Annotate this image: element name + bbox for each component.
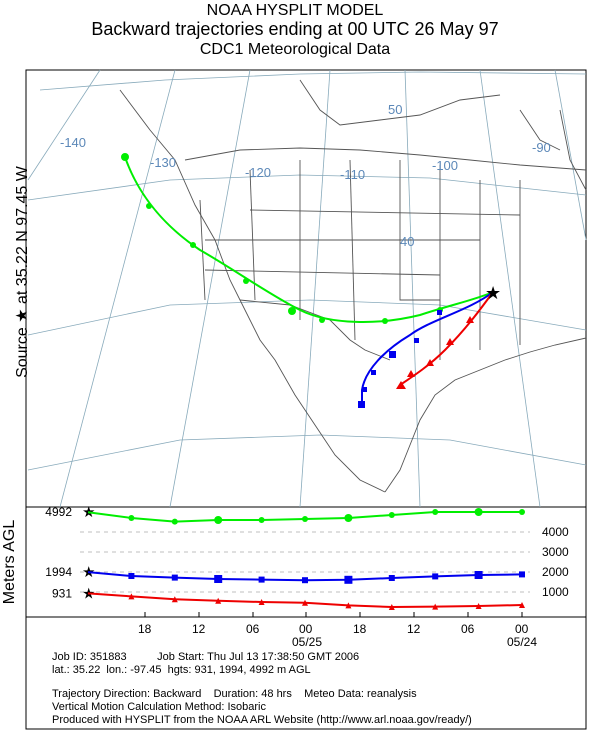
height-point — [258, 576, 265, 583]
height-point — [519, 602, 525, 608]
height-point — [128, 573, 135, 579]
height-point — [302, 599, 308, 606]
height-point — [388, 512, 395, 518]
lat-label: 40 — [400, 234, 414, 249]
lon-label: -100 — [432, 158, 458, 173]
xtick-label: 12 — [407, 622, 421, 636]
height-point — [344, 514, 353, 522]
lon-label: -90 — [532, 140, 551, 155]
height-point — [128, 515, 135, 521]
ytick-label: 3000 — [542, 545, 569, 559]
height-point — [475, 603, 482, 609]
footer-vertical-motion: Vertical Motion Calculation Method: Isob… — [52, 701, 266, 713]
xtick-label: 06 — [461, 622, 475, 636]
xtick-label: 06 — [246, 622, 260, 636]
height-point — [345, 602, 352, 609]
xtick-label: 12 — [192, 622, 206, 636]
height-point — [214, 516, 223, 524]
coastline-and-borders — [119, 79, 587, 493]
height-point — [432, 509, 439, 515]
height-point — [474, 571, 483, 579]
height-point — [215, 597, 222, 604]
date-label: 05/24 — [507, 635, 537, 649]
height-point — [171, 574, 178, 581]
xtick-label: 00 — [515, 622, 529, 636]
green-trajectory — [124, 156, 494, 323]
blue-markers — [358, 310, 442, 408]
height-point — [519, 509, 525, 515]
height-point — [432, 603, 439, 610]
data-source-title: CDC1 Meteorological Data — [199, 41, 391, 58]
height-point — [171, 518, 178, 525]
green-markers — [121, 153, 443, 324]
height-point — [128, 593, 135, 600]
height-chart-frame — [25, 506, 587, 618]
lon-label: -130 — [150, 155, 176, 170]
model-title: NOAA HYSPLIT MODEL — [206, 2, 384, 19]
xtick-label: 18 — [138, 622, 152, 636]
start-height-label: 1994 — [45, 565, 72, 579]
start-height-label: 931 — [52, 586, 72, 600]
height-point — [388, 604, 395, 610]
date-label: 05/25 — [292, 635, 322, 649]
trajectory-title: Backward trajectories ending at 00 UTC 2… — [91, 19, 499, 39]
red-markers — [396, 316, 474, 389]
height-point — [432, 573, 439, 580]
xtick-label: 00 — [299, 622, 313, 636]
ytick-label: 1000 — [542, 585, 569, 599]
height-point — [258, 517, 265, 523]
footer-trajectory-info: Trajectory Direction: Backward Duration:… — [52, 688, 417, 700]
height-point — [388, 575, 395, 581]
height-point — [171, 596, 178, 603]
footer-produced-by: Produced with HYSPLIT from the NOAA ARL … — [52, 714, 472, 726]
lat-label: 50 — [388, 102, 402, 117]
lon-label: -110 — [340, 167, 365, 182]
map-frame — [25, 69, 587, 508]
lon-label: -140 — [60, 135, 86, 150]
graticule — [27, 69, 587, 508]
footer-job-info: Job ID: 351883 Job Start: Thu Jul 13 17:… — [52, 651, 360, 663]
height-point — [519, 571, 525, 578]
height-point — [344, 575, 353, 584]
xtick-label: 18 — [353, 622, 367, 636]
ytick-label: 4000 — [542, 525, 569, 539]
height-point — [302, 516, 308, 522]
footer-location-info: lat.: 35.22 lon.: -97.45 hgts: 931, 1994… — [52, 664, 311, 676]
blue-trajectory — [361, 291, 494, 405]
start-height-label: 4992 — [45, 505, 72, 519]
height-point — [258, 599, 265, 605]
ytick-label: 2000 — [542, 565, 569, 579]
height-point — [302, 577, 308, 584]
lon-label: -120 — [245, 165, 271, 180]
source-star-icon: ★ — [485, 283, 501, 303]
height-point — [214, 575, 223, 583]
height-point — [474, 508, 483, 516]
